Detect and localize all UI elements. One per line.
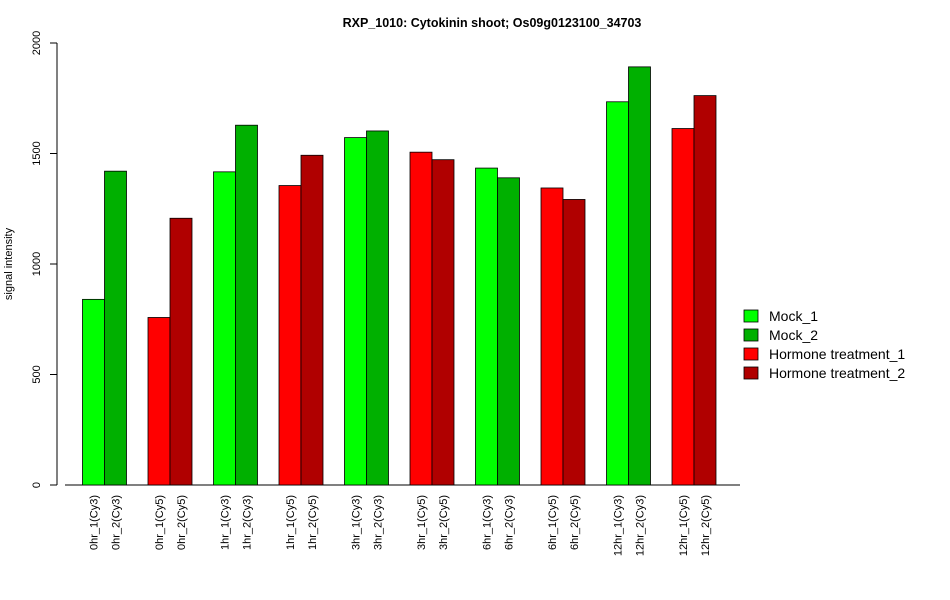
bar — [606, 101, 629, 486]
legend-swatch — [743, 309, 759, 323]
legend-label: Hormone treatment_2 — [769, 365, 905, 381]
x-tick-label: 12hr_2(Cy5) — [700, 495, 712, 556]
x-tick-label: 12hr_1(Cy3) — [613, 495, 625, 556]
y-tick-label: 1000 — [31, 252, 43, 276]
legend-label: Mock_2 — [769, 327, 818, 343]
y-axis: 0 500 1000 1500 2000 — [31, 31, 58, 488]
x-tick-label: 3hr_2(Cy5) — [438, 495, 450, 550]
x-tick-label: 0hr_1(Cy5) — [154, 495, 166, 550]
x-tick-label: 1hr_2(Cy5) — [307, 495, 319, 550]
bar — [475, 167, 498, 486]
chart-title: RXP_1010: Cytokinin shoot; Os09g0123100_… — [343, 16, 642, 30]
legend-label: Mock_1 — [769, 308, 818, 324]
x-tick-label: 6hr_2(Cy5) — [569, 495, 581, 550]
bar — [147, 317, 171, 486]
legend: Mock_1 Mock_2 Hormone treatment_1 Hormone t… — [743, 308, 905, 381]
y-tick-label: 0 — [31, 482, 43, 488]
y-axis-title: signal intensity — [3, 227, 15, 300]
bar — [693, 95, 717, 486]
x-tick-label: 6hr_1(Cy3) — [482, 495, 494, 550]
x-tick-label: 1hr_1(Cy5) — [285, 495, 297, 550]
x-tick-label: 12hr_2(Cy3) — [635, 495, 647, 556]
bar — [235, 124, 258, 486]
bar — [278, 185, 302, 486]
x-tick-label: 1hr_1(Cy3) — [220, 495, 232, 550]
bar — [671, 128, 695, 486]
x-tick-label: 12hr_1(Cy5) — [678, 495, 690, 556]
bar — [497, 177, 520, 486]
x-tick-label: 6hr_2(Cy3) — [504, 495, 516, 550]
legend-swatch — [743, 347, 759, 361]
bar — [562, 199, 586, 486]
bar — [366, 130, 389, 486]
y-tick-label: 2000 — [31, 31, 43, 55]
legend-label: Hormone treatment_1 — [769, 346, 905, 362]
x-tick-label: 3hr_1(Cy3) — [351, 495, 363, 550]
y-tick-label: 1500 — [31, 141, 43, 165]
x-tick-label: 1hr_2(Cy3) — [242, 495, 254, 550]
x-tick-label: 6hr_1(Cy5) — [547, 495, 559, 550]
bar — [82, 298, 105, 486]
x-tick-label: 0hr_2(Cy5) — [176, 495, 188, 550]
y-tick-label: 500 — [31, 365, 43, 383]
x-tick-label: 0hr_2(Cy3) — [111, 495, 123, 550]
bar — [540, 187, 564, 486]
x-tick-labels: 0hr_1(Cy3) 0hr_2(Cy3) 0hr_1(Cy5) 0hr_2(Cy5)… — [89, 495, 713, 556]
bar — [628, 66, 651, 486]
bars-layer — [82, 66, 717, 486]
bar — [431, 159, 455, 486]
bar — [409, 151, 433, 486]
bar — [169, 217, 193, 486]
legend-swatch — [743, 328, 759, 342]
x-tick-label: 0hr_1(Cy3) — [89, 495, 101, 550]
bar — [104, 170, 127, 486]
x-tick-label: 3hr_2(Cy3) — [373, 495, 385, 550]
bar — [213, 171, 236, 486]
x-tick-label: 3hr_1(Cy5) — [416, 495, 428, 550]
bar — [300, 154, 324, 486]
bar — [344, 137, 367, 486]
legend-swatch — [743, 366, 759, 380]
